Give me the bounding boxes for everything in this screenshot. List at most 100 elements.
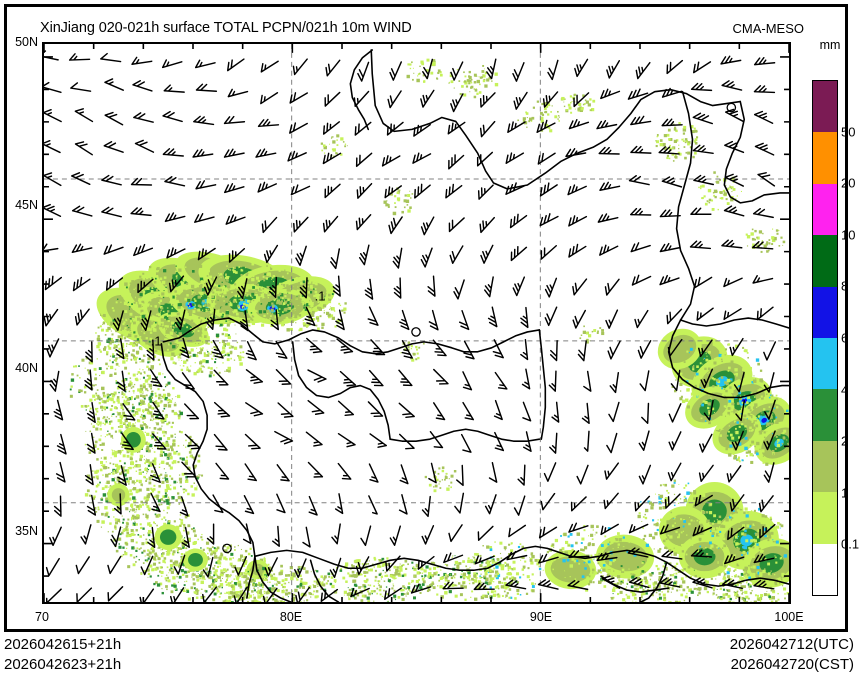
precip-speckle bbox=[165, 441, 169, 445]
precip-speckle bbox=[195, 292, 197, 294]
precip-speckle bbox=[700, 185, 703, 188]
precip-speckle bbox=[678, 483, 680, 485]
precip-speckle bbox=[151, 406, 155, 410]
precip-speckle bbox=[125, 416, 127, 418]
precip-speckle bbox=[303, 308, 306, 311]
precip-speckle bbox=[412, 67, 414, 69]
precip-speckle bbox=[713, 194, 716, 197]
precip-speckle bbox=[739, 542, 742, 545]
precip-speckle bbox=[717, 520, 721, 524]
precip-speckle bbox=[484, 84, 488, 88]
precip-speckle bbox=[604, 535, 607, 538]
precip-speckle bbox=[163, 522, 167, 526]
precip-speckle bbox=[270, 569, 273, 572]
precip-speckle bbox=[476, 79, 480, 84]
precip-speckle bbox=[596, 525, 599, 528]
precip-speckle bbox=[744, 436, 748, 440]
precip-speckle bbox=[132, 487, 137, 491]
precip-speckle bbox=[323, 312, 326, 314]
precip-speckle bbox=[146, 432, 150, 437]
precip-speckle bbox=[682, 530, 685, 532]
precip-speckle bbox=[204, 328, 208, 331]
precip-speckle bbox=[680, 540, 684, 544]
precip-speckle bbox=[723, 388, 726, 390]
precip-speckle bbox=[677, 514, 680, 518]
precip-speckle bbox=[291, 278, 294, 282]
precip-speckle bbox=[116, 518, 121, 523]
precip-speckle bbox=[120, 420, 123, 422]
precip-speckle bbox=[756, 397, 759, 399]
precip-speckle bbox=[200, 327, 202, 329]
precip-speckle bbox=[180, 262, 182, 264]
precip-speckle bbox=[109, 337, 114, 342]
precip-blob bbox=[602, 541, 648, 572]
precip-speckle bbox=[112, 353, 115, 356]
precip-speckle bbox=[223, 355, 225, 357]
precip-speckle bbox=[320, 588, 323, 590]
precip-speckle bbox=[475, 88, 477, 90]
precip-speckle bbox=[142, 470, 144, 473]
precip-speckle bbox=[585, 331, 589, 335]
precip-speckle bbox=[158, 384, 161, 387]
precip-speckle bbox=[753, 423, 757, 427]
precip-speckle bbox=[151, 324, 155, 328]
precip-speckle bbox=[187, 570, 190, 574]
precip-speckle bbox=[717, 385, 719, 387]
precip-speckle bbox=[281, 297, 284, 300]
precip-speckle bbox=[97, 342, 102, 346]
precip-speckle bbox=[140, 500, 144, 504]
precip-speckle bbox=[738, 385, 741, 388]
precip-speckle bbox=[285, 300, 288, 303]
precip-speckle bbox=[297, 294, 301, 297]
precip-speckle bbox=[386, 200, 388, 202]
precip-speckle bbox=[503, 577, 506, 581]
precip-speckle bbox=[144, 408, 148, 412]
precip-speckle bbox=[645, 543, 650, 547]
precip-speckle bbox=[269, 274, 272, 277]
precip-speckle bbox=[124, 327, 127, 330]
precip-speckle bbox=[195, 269, 198, 271]
precip-speckle bbox=[133, 288, 135, 291]
precip-speckle bbox=[297, 316, 299, 318]
precip-speckle bbox=[158, 301, 161, 305]
precip-speckle bbox=[86, 489, 90, 493]
precip-speckle bbox=[153, 311, 157, 315]
precip-speckle bbox=[232, 311, 235, 314]
precip-speckle bbox=[438, 467, 441, 470]
precip-speckle bbox=[158, 372, 162, 376]
map-plot-area[interactable]: .1.1 bbox=[42, 42, 791, 604]
precip-speckle bbox=[147, 464, 151, 467]
precip-speckle bbox=[118, 465, 121, 468]
precip-speckle bbox=[164, 385, 167, 388]
precip-speckle bbox=[117, 335, 121, 339]
precip-speckle bbox=[101, 328, 104, 332]
precip-speckle bbox=[127, 372, 130, 375]
precip-speckle bbox=[574, 551, 577, 554]
precip-speckle bbox=[720, 552, 724, 556]
precip-speckle bbox=[167, 401, 170, 404]
precip-speckle bbox=[184, 541, 188, 545]
precip-speckle bbox=[98, 402, 101, 405]
precip-speckle bbox=[161, 575, 163, 577]
precip-speckle bbox=[111, 472, 113, 474]
precip-speckle bbox=[130, 461, 134, 465]
precip-speckle bbox=[136, 338, 140, 341]
precip-speckle bbox=[120, 298, 122, 300]
precip-speckle bbox=[205, 541, 210, 545]
precip-speckle bbox=[335, 152, 338, 155]
precip-speckle bbox=[263, 592, 266, 595]
precip-speckle bbox=[109, 485, 112, 487]
precip-speckle bbox=[479, 76, 483, 79]
precip-speckle bbox=[782, 436, 786, 439]
precip-speckle bbox=[305, 317, 307, 320]
precip-speckle bbox=[327, 315, 331, 319]
precip-speckle bbox=[166, 317, 170, 321]
precip-speckle bbox=[190, 322, 194, 326]
precip-speckle bbox=[762, 572, 766, 575]
precip-speckle bbox=[464, 80, 467, 83]
precip-speckle bbox=[135, 274, 137, 277]
precip-speckle bbox=[741, 554, 743, 556]
precip-speckle bbox=[132, 306, 137, 310]
precip-speckle bbox=[706, 538, 710, 541]
precip-speckle bbox=[727, 343, 731, 346]
